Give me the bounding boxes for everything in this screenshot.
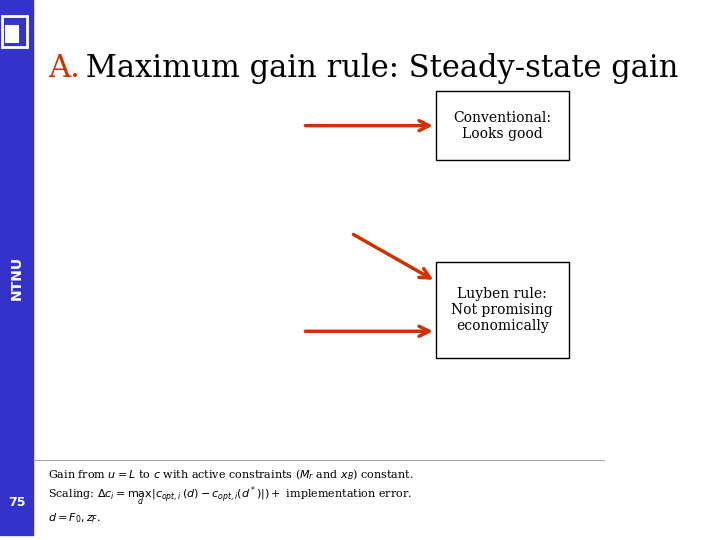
- Text: Luyben rule:
Not promising
economically: Luyben rule: Not promising economically: [451, 287, 553, 333]
- Text: Gain from $u = L$ to $c$ with active constraints ($M_r$ and $x_B$) constant.
Sca: Gain from $u = L$ to $c$ with active con…: [48, 468, 414, 525]
- Text: Maximum gain rule: Steady-state gain: Maximum gain rule: Steady-state gain: [76, 53, 679, 84]
- Text: A.: A.: [48, 53, 81, 84]
- Text: Conventional:
Looks good: Conventional: Looks good: [454, 111, 552, 141]
- Text: 75: 75: [8, 496, 25, 509]
- Bar: [6, 26, 18, 42]
- Bar: [0, 0, 33, 535]
- Text: NTNU: NTNU: [9, 256, 24, 300]
- Bar: [2, 16, 27, 47]
- Bar: [436, 262, 569, 358]
- Bar: [436, 91, 569, 160]
